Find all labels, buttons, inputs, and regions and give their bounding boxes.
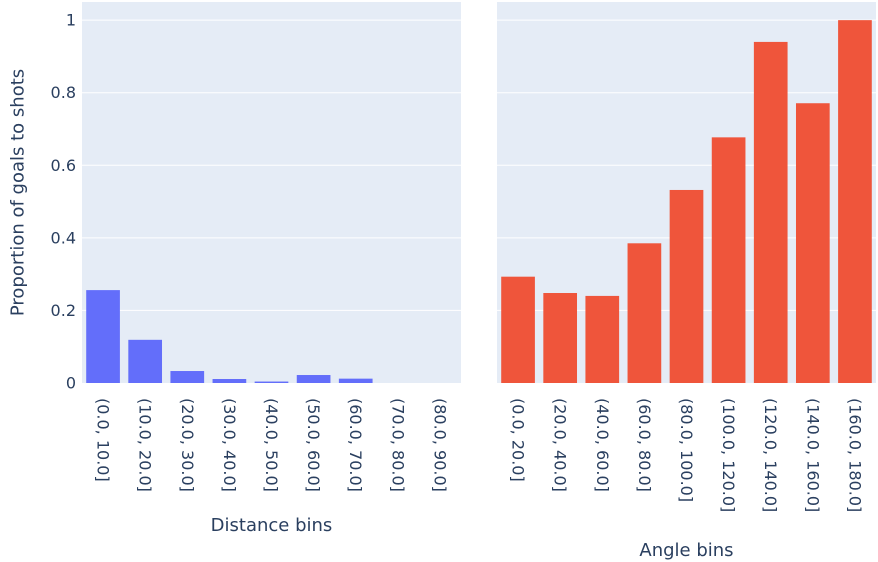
bar (543, 293, 578, 383)
angle-x-tick-labels: (0.0, 20.0] (20.0, 40.0] (40.0, 60.0] (60.0… (509, 398, 865, 512)
bar (585, 295, 620, 383)
bar (338, 378, 373, 383)
x-tick-label: (80.0, 90.0] (430, 398, 449, 492)
x-tick-label: (0.0, 10.0] (94, 398, 113, 482)
x-tick-label: (20.0, 30.0] (178, 398, 197, 492)
bar (838, 20, 872, 384)
distance-x-axis-title: Distance bins (211, 515, 333, 536)
bar (795, 103, 830, 383)
bar (170, 371, 205, 383)
bar (627, 243, 662, 383)
bar (753, 41, 788, 384)
bar (296, 375, 331, 383)
y-tick-label: 0.6 (51, 156, 76, 175)
distance-x-tick-labels: (0.0, 10.0] (10.0, 20.0] (20.0, 30.0] (30.0… (94, 398, 450, 492)
angle-subplot: (0.0, 20.0] (20.0, 40.0] (40.0, 60.0] (60.0… (497, 2, 876, 561)
bar (669, 189, 704, 383)
x-tick-label: (50.0, 60.0] (304, 398, 323, 492)
x-tick-label: (0.0, 20.0] (509, 398, 528, 482)
bar (254, 381, 289, 383)
x-tick-label: (40.0, 50.0] (262, 398, 281, 492)
y-tick-label: 0 (66, 374, 76, 393)
x-tick-label: (70.0, 80.0] (388, 398, 407, 492)
y-axis-title: Proportion of goals to shots (8, 69, 29, 316)
distance-subplot: (0.0, 10.0] (10.0, 20.0] (20.0, 30.0] (30.0… (82, 2, 461, 536)
y-tick-label: 0.4 (51, 228, 76, 247)
y-tick-labels: 0 0.2 0.4 0.6 0.8 1 (51, 11, 76, 393)
x-tick-label: (40.0, 60.0] (593, 398, 612, 492)
distance-plot-background (82, 2, 461, 383)
bar (212, 379, 247, 383)
y-tick-label: 0.8 (51, 83, 76, 102)
x-tick-label: (120.0, 140.0] (761, 398, 780, 512)
bar (501, 276, 535, 383)
distance-bars (86, 290, 373, 383)
y-tick-label: 0.2 (51, 301, 76, 320)
x-tick-label: (80.0, 100.0] (677, 398, 696, 502)
distance-gridlines (82, 19, 461, 311)
x-tick-label: (100.0, 120.0] (719, 398, 738, 512)
angle-bars (501, 20, 872, 384)
x-tick-label: (160.0, 180.0] (845, 398, 864, 512)
x-tick-label: (30.0, 40.0] (220, 398, 239, 492)
angle-x-axis-title: Angle bins (639, 540, 733, 561)
x-tick-label: (20.0, 40.0] (551, 398, 570, 492)
bar (711, 137, 746, 383)
bar (128, 339, 163, 383)
x-tick-label: (60.0, 80.0] (635, 398, 654, 492)
x-tick-label: (60.0, 70.0] (346, 398, 365, 492)
x-tick-label: (140.0, 160.0] (803, 398, 822, 512)
x-tick-label: (10.0, 20.0] (136, 398, 155, 492)
bar (86, 290, 120, 383)
y-tick-label: 1 (66, 11, 76, 30)
